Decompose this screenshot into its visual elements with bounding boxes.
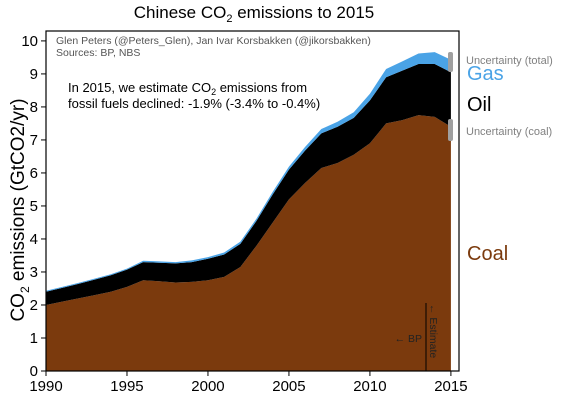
plot-frame	[45, 30, 460, 372]
legend-oil: Oil	[467, 94, 491, 116]
y-tick-label: 6	[30, 165, 38, 182]
axis-ticks: 1990 1995 2000 2005 2010 2015 0 1 2 3 4 5 6 7 8 9 10	[21, 33, 467, 395]
y-tick-label: 7	[30, 132, 38, 149]
y-tick-label: 3	[30, 264, 38, 281]
credit-line-2: Sources: BP, NBS	[56, 47, 140, 59]
x-tick-label: 1990	[29, 378, 62, 395]
legend-coal: Coal	[467, 243, 508, 265]
uncertainty-total-bar	[448, 52, 453, 72]
uncertainty-coal-label: Uncertainty (coal)	[466, 126, 552, 138]
area-coal	[46, 115, 451, 371]
y-tick-label: 5	[30, 198, 38, 215]
legend-gas: Gas	[467, 63, 504, 85]
y-tick-label: 9	[30, 66, 38, 83]
x-tick-label: 2000	[191, 378, 224, 395]
y-tick-label: 8	[30, 99, 38, 116]
y-tick-label: 1	[30, 330, 38, 347]
chart-title: Chinese CO2 emissions to 2015	[134, 3, 374, 25]
x-tick-label: 2015	[434, 378, 467, 395]
x-tick-label: 2005	[272, 378, 305, 395]
credit-line-1: Glen Peters (@Peters_Glen), Jan Ivar Kor…	[56, 35, 371, 47]
y-tick-label: 2	[30, 297, 38, 314]
x-tick-label: 2010	[353, 378, 386, 395]
estimate-label: ← Estimate	[427, 304, 439, 358]
note-line-2: fossil fuels declined: -1.9% (-3.4% to -…	[68, 96, 320, 111]
uncertainty-total-label: Uncertainty (total)	[466, 55, 553, 67]
bp-label: ← BP	[395, 333, 422, 345]
x-tick-label: 1995	[110, 378, 143, 395]
y-tick-label: 4	[30, 231, 38, 248]
uncertainty-coal-bar	[448, 119, 453, 141]
y-tick-label: 0	[30, 363, 38, 380]
note-line-1: In 2015, we estimate CO2 emissions from	[68, 80, 307, 97]
area-oil	[46, 64, 451, 305]
stacked-areas	[46, 52, 451, 371]
y-tick-label: 10	[21, 33, 38, 50]
y-axis-label: CO2 emissions (GtCO2/yr)	[8, 98, 32, 321]
